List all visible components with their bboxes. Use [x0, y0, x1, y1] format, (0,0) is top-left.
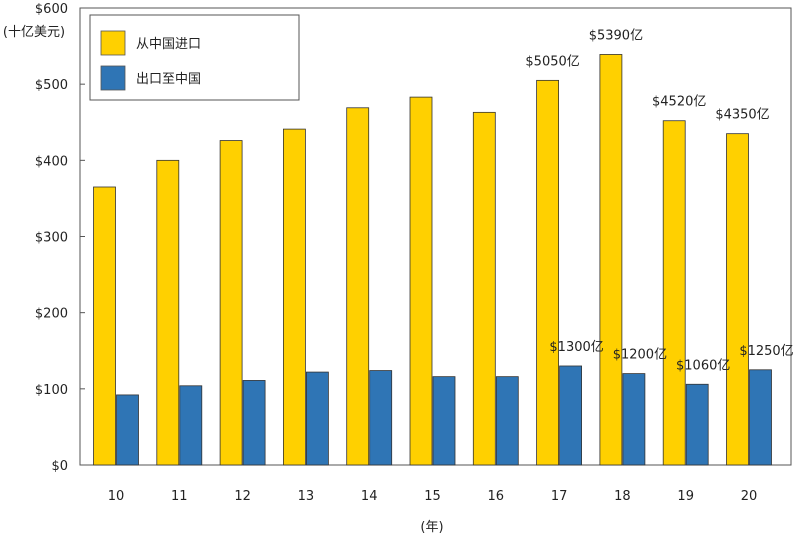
bars — [93, 54, 772, 466]
bar-imports — [282, 128, 306, 466]
x-tick-label: 15 — [424, 489, 441, 504]
x-tick-label: 18 — [614, 489, 631, 504]
x-axis: 10 11 12 13 14 15 16 17 18 19 20 — [108, 489, 758, 504]
bar-exports — [622, 373, 646, 466]
y-tick-label: $100 — [35, 383, 68, 398]
legend: 从中国进口 出口至中国 — [89, 14, 300, 101]
x-axis-label: (年) — [420, 520, 443, 535]
y-tick-label: $0 — [51, 459, 68, 474]
data-label-imports: $4520亿 — [652, 95, 706, 110]
bar-imports — [662, 120, 686, 466]
legend-label-imports: 从中国进口 — [136, 37, 201, 52]
bar-imports — [219, 140, 243, 466]
bar-exports — [369, 370, 393, 466]
x-tick-label: 20 — [741, 489, 758, 504]
bar-imports — [346, 107, 370, 466]
y-unit-label: (十亿美元) — [3, 25, 65, 40]
bar-exports — [495, 376, 519, 466]
bar-exports — [559, 365, 582, 466]
bar-exports — [749, 369, 772, 466]
x-tick-label: 14 — [361, 489, 378, 504]
bar-imports — [536, 79, 559, 466]
data-label-exports: $1250亿 — [739, 344, 793, 359]
bar-exports — [242, 380, 266, 466]
x-tick-label: 16 — [488, 489, 505, 504]
y-tick-label: $200 — [35, 307, 68, 322]
x-tick-label: 11 — [171, 489, 188, 504]
y-axis: $0 $100 $200 $300 $400 $500 $600 — [35, 2, 85, 474]
bar-imports — [726, 133, 749, 466]
y-tick-label: $300 — [35, 231, 68, 246]
bar-exports — [685, 383, 709, 466]
data-label-imports: $5390亿 — [589, 28, 643, 43]
bar-imports — [93, 186, 116, 466]
data-labels: $5050亿 $1300亿 $5390亿 $1200亿 $4520亿 $1060亿 $435… — [525, 28, 793, 373]
x-tick-label: 12 — [234, 489, 251, 504]
bar-imports — [599, 54, 623, 466]
x-tick-label: 13 — [298, 489, 315, 504]
y-tick-label: $500 — [35, 78, 68, 93]
bar-exports — [305, 371, 329, 466]
data-label-imports: $4350亿 — [715, 108, 769, 123]
bar-imports — [472, 111, 496, 466]
y-tick-label: $400 — [35, 154, 68, 169]
bar-exports — [116, 394, 139, 466]
x-tick-label: 10 — [108, 489, 125, 504]
legend-label-exports: 出口至中国 — [136, 72, 201, 87]
x-tick-label: 17 — [551, 489, 568, 504]
y-tick-label: $600 — [35, 2, 68, 17]
legend-swatch-exports — [100, 65, 126, 91]
data-label-imports: $5050亿 — [525, 54, 579, 69]
bar-imports — [156, 159, 180, 466]
x-tick-label: 19 — [677, 489, 694, 504]
bar-exports — [432, 376, 456, 466]
bar-exports — [179, 385, 203, 466]
data-label-exports: $1300亿 — [549, 340, 603, 355]
data-label-exports: $1200亿 — [613, 348, 667, 363]
legend-swatch-imports — [100, 30, 126, 56]
bar-imports — [409, 96, 433, 466]
data-label-exports: $1060亿 — [676, 358, 730, 373]
